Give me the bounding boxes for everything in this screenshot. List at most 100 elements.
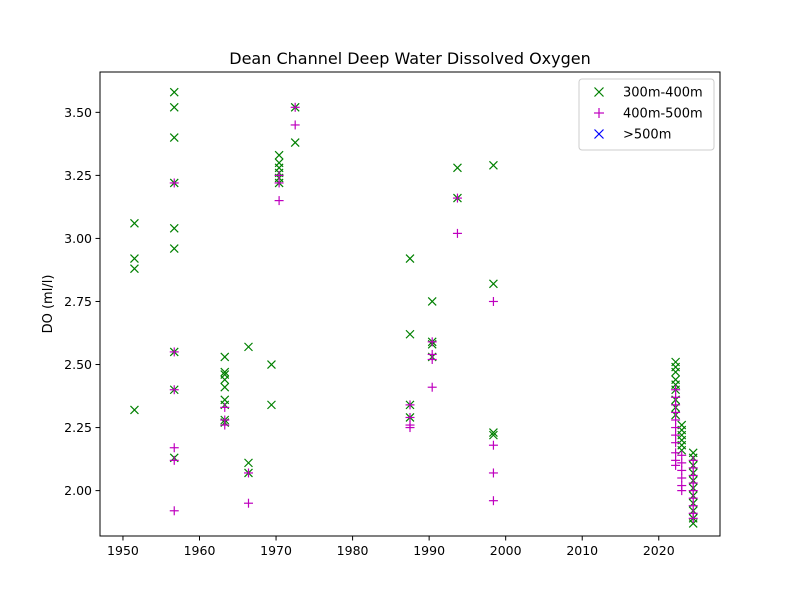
- data-point-series-0: [489, 279, 498, 289]
- data-point-series-1: [488, 296, 498, 306]
- data-point-series-1: [488, 468, 498, 478]
- data-point-series-1: [688, 493, 698, 503]
- data-point-series-0: [220, 375, 230, 385]
- y-tick-label: 2.25: [64, 420, 92, 435]
- data-point-series-1: [169, 455, 179, 465]
- data-point-series-1: [677, 458, 687, 468]
- data-point-series-0: [169, 223, 179, 233]
- data-point-series-1: [427, 354, 437, 364]
- data-point-series-0: [169, 87, 179, 97]
- data-point-series-1: [452, 193, 462, 203]
- x-tick-label: 2000: [490, 543, 522, 558]
- data-point-series-0: [405, 329, 415, 339]
- data-point-series-1: [488, 440, 498, 450]
- data-point-series-1: [169, 506, 179, 516]
- y-tick-label: 2.50: [64, 357, 92, 372]
- data-point-series-0: [671, 367, 681, 377]
- data-point-series-0: [290, 138, 300, 148]
- data-point-series-0: [274, 150, 284, 160]
- axes: 1950 1960 1970 1980 1990 2000 2010 2020 2.00 2.25…: [64, 71, 721, 558]
- data-point-series-1: [688, 470, 698, 480]
- data-point-series-0: [453, 163, 462, 173]
- plot-frame: [99, 71, 721, 537]
- x-tick-label: 1980: [337, 543, 369, 558]
- data-point-series-0: [489, 430, 498, 440]
- data-point-series-1: [671, 392, 681, 402]
- data-point-series-0: [130, 218, 139, 228]
- data-point-series-1: [220, 420, 230, 430]
- data-point-series-1: [677, 465, 687, 475]
- data-point-series-0: [169, 244, 179, 253]
- legend-marker: [594, 108, 604, 118]
- data-point-series-0: [220, 382, 230, 392]
- data-point-series-0: [220, 367, 230, 377]
- x-tick-label: 2010: [566, 543, 598, 558]
- data-point-series-1: [671, 460, 681, 470]
- data-point-series-1: [220, 402, 230, 412]
- data-point-series-1: [671, 430, 681, 440]
- data-point-series-1: [671, 423, 681, 433]
- data-point-series-0: [489, 428, 498, 438]
- data-point-series-1: [671, 400, 681, 410]
- data-point-series-1: [274, 178, 284, 188]
- x-tick-label: 1960: [184, 543, 216, 558]
- data-point-series-1: [243, 498, 253, 508]
- y-tick-label: 3.25: [64, 168, 92, 183]
- data-point-series-1: [671, 448, 681, 458]
- data-point-series-1: [427, 337, 437, 347]
- y-tick-label: 2.75: [64, 294, 92, 309]
- data-point-series-1: [671, 415, 681, 425]
- legend-marker: [594, 129, 604, 139]
- data-point-series-0: [427, 297, 437, 306]
- data-point-series-1: [677, 450, 687, 460]
- data-point-series-1: [427, 382, 437, 392]
- legend-marker: [594, 87, 604, 97]
- data-point-series-1: [671, 385, 681, 395]
- data-point-series-1: [688, 486, 698, 496]
- x-tick-label: 1970: [260, 543, 292, 558]
- legend-entry: 400m-500m: [623, 107, 703, 122]
- y-tick-label: 3.50: [64, 105, 92, 120]
- data-point-series-0: [130, 405, 139, 415]
- y-tick-label: 3.00: [64, 231, 92, 246]
- data-point-series-1: [688, 463, 698, 473]
- data-point-series-0: [267, 360, 276, 369]
- data-point-series-0: [244, 342, 253, 352]
- x-tick-label: 1950: [107, 543, 139, 558]
- data-point-series-0: [130, 254, 139, 264]
- data-point-series-1: [169, 385, 179, 395]
- data-point-series-1: [274, 170, 284, 180]
- x-tick-label: 1990: [413, 543, 445, 558]
- data-point-series-1: [688, 455, 698, 465]
- data-point-series-1: [671, 438, 681, 448]
- y-tick-label: 2.00: [64, 483, 92, 498]
- data-point-series-1: [169, 443, 179, 453]
- data-point-series-1: [405, 400, 415, 410]
- data-point-series-1: [169, 178, 179, 188]
- data-point-series-0: [169, 133, 179, 142]
- data-point-series-1: [290, 102, 300, 112]
- data-point-series-0: [267, 400, 276, 410]
- data-point-series-1: [677, 486, 687, 496]
- legend-entry: >500m: [623, 128, 671, 143]
- legend: 300m-400m 400m-500m >500m: [578, 78, 715, 151]
- data-point-series-1: [488, 496, 498, 506]
- data-point-series-1: [688, 513, 698, 523]
- data-point-series-1: [688, 478, 698, 488]
- legend-box: [578, 78, 715, 151]
- data-point-series-1: [274, 196, 284, 206]
- data-point-series-1: [688, 501, 698, 511]
- x-tick-label: 2020: [643, 543, 675, 558]
- data-point-series-0: [130, 264, 139, 274]
- data-point-series-1: [671, 407, 681, 417]
- data-point-series-0: [244, 458, 253, 468]
- data-point-series-1: [677, 473, 687, 483]
- data-points: [130, 87, 698, 528]
- data-point-series-1: [452, 228, 462, 238]
- legend-entry: 300m-400m: [623, 86, 703, 101]
- y-axis-label: DO (ml/l): [41, 275, 56, 334]
- data-point-series-0: [688, 518, 698, 528]
- data-point-series-0: [220, 352, 230, 362]
- data-point-series-0: [405, 254, 415, 264]
